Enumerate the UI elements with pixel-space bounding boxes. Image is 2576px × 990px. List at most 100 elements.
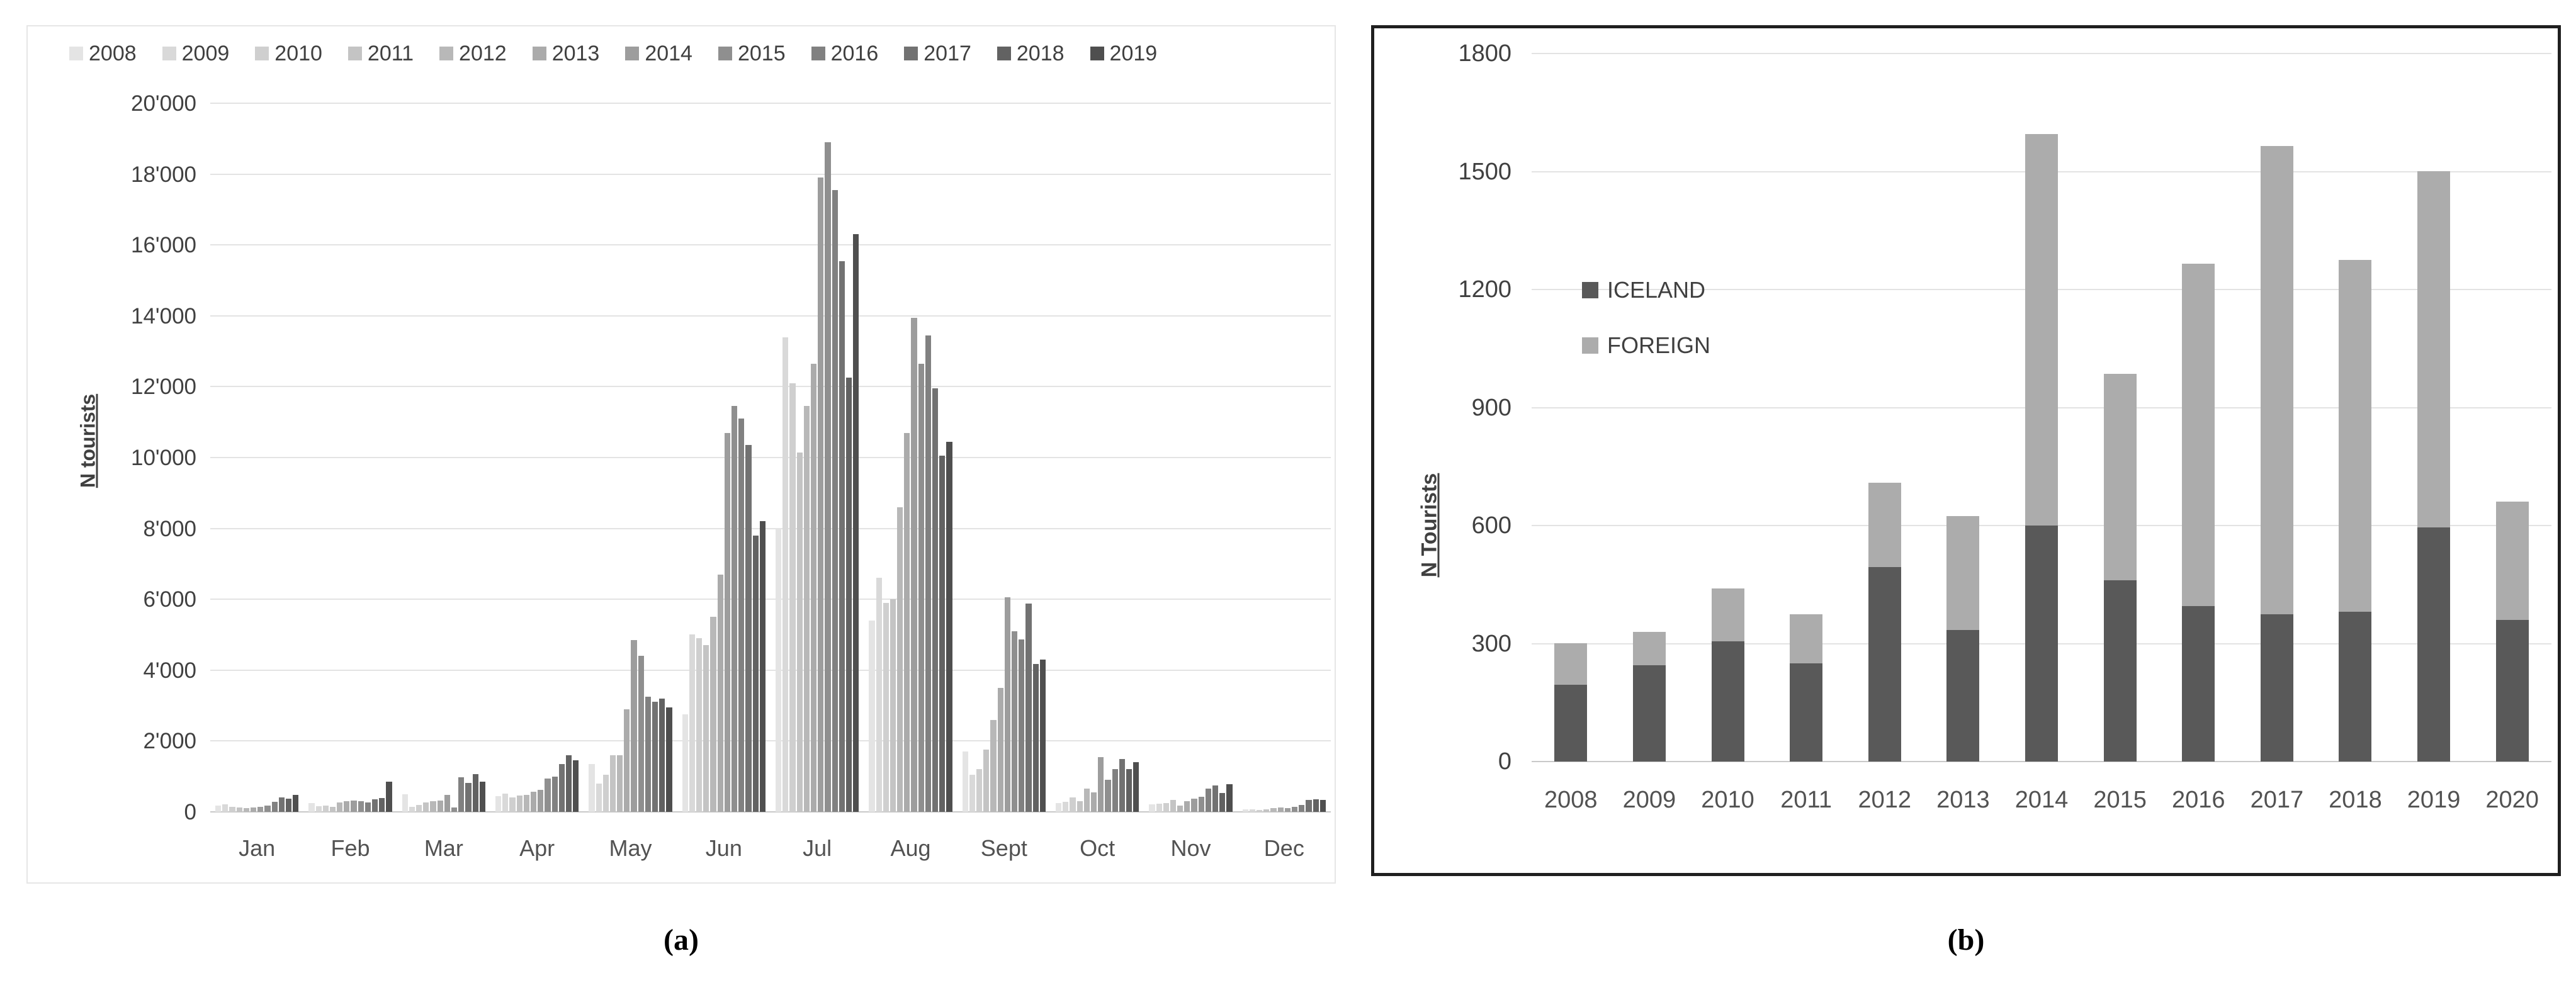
chart-a-bar-2015-jun bbox=[731, 406, 738, 812]
chart-a-bar-2016-aug bbox=[925, 335, 932, 812]
chart-a-y-tick-label: 2'000 bbox=[143, 729, 196, 754]
chart-a-bar-2010-dec bbox=[1257, 810, 1263, 812]
chart-b-segment-foreign-2010 bbox=[1711, 588, 1744, 641]
chart-a-bar-2014-jun bbox=[724, 433, 730, 812]
legend-label: 2017 bbox=[924, 42, 971, 65]
chart-a-bar-2013-mar bbox=[437, 801, 443, 812]
chart-b-stacked-bar-2011 bbox=[1790, 28, 1823, 762]
chart-a-month-group-sept bbox=[958, 103, 1051, 812]
chart-a-bar-2017-feb bbox=[372, 799, 378, 812]
chart-a-bar-2015-sept bbox=[1011, 631, 1018, 812]
chart-b-stacked-bar-2017 bbox=[2260, 28, 2293, 762]
legend-swatch-icon bbox=[997, 47, 1011, 60]
legend-swatch-icon bbox=[532, 47, 546, 60]
chart-a-bar-2013-jun bbox=[717, 575, 723, 812]
legend-label: 2019 bbox=[1109, 42, 1158, 65]
chart-a-bar-2018-sept bbox=[1032, 664, 1039, 812]
chart-a-bar-2012-nov bbox=[1177, 806, 1183, 812]
chart-b-stacked-bar-2010 bbox=[1711, 28, 1744, 762]
chart-b-segment-iceland-2018 bbox=[2339, 612, 2372, 762]
chart-a-bar-2012-mar bbox=[430, 801, 436, 812]
chart-b-y-tick-label: 1800 bbox=[1458, 40, 1511, 67]
chart-b-segment-foreign-2019 bbox=[2417, 171, 2451, 527]
chart-a-bar-2012-jan bbox=[243, 808, 249, 812]
chart-a-bar-2010-jul bbox=[789, 383, 796, 812]
chart-b-segment-foreign-2015 bbox=[2103, 374, 2137, 580]
chart-a-x-tick-label: Jul bbox=[803, 835, 832, 861]
chart-a-month-group-jun bbox=[677, 103, 771, 812]
chart-a-bar-2016-dec bbox=[1299, 805, 1305, 812]
chart-a-bar-2008-jun bbox=[682, 714, 688, 812]
chart-a-bar-2009-sept bbox=[969, 775, 976, 812]
chart-a-bar-2016-jul bbox=[832, 190, 838, 812]
chart-b-segment-iceland-2012 bbox=[1868, 567, 1901, 762]
chart-a-legend-item-2013: 2013 bbox=[532, 43, 599, 64]
chart-a-bar-2008-jan bbox=[215, 806, 222, 812]
chart-b-stacked-bar-2012 bbox=[1868, 28, 1901, 762]
chart-b-x-axis-line bbox=[1532, 761, 2551, 762]
chart-b-segment-iceland-2011 bbox=[1790, 663, 1823, 762]
caption-panel-b: (b) bbox=[1947, 923, 1985, 957]
chart-a-month-group-jul bbox=[771, 103, 864, 812]
chart-b-segment-iceland-2014 bbox=[2025, 526, 2058, 762]
chart-b-x-tick-label: 2016 bbox=[2171, 787, 2225, 813]
chart-a-bar-2008-aug bbox=[869, 621, 875, 812]
chart-a-bar-2014-apr bbox=[538, 790, 544, 812]
legend-swatch-icon bbox=[625, 47, 640, 60]
chart-b-segment-iceland-2009 bbox=[1632, 665, 1666, 762]
chart-b-segment-foreign-2008 bbox=[1554, 643, 1588, 685]
chart-b-segment-foreign-2016 bbox=[2182, 264, 2215, 606]
chart-a-bar-2016-feb bbox=[364, 802, 371, 812]
chart-a-bar-2011-apr bbox=[516, 796, 523, 812]
chart-a-bar-2013-dec bbox=[1277, 807, 1284, 812]
chart-b-y-tick-label: 600 bbox=[1471, 512, 1511, 539]
chart-b-x-tick-label: 2012 bbox=[1858, 787, 1912, 813]
chart-a-bar-2014-aug bbox=[911, 318, 917, 812]
chart-b-segment-iceland-2010 bbox=[1711, 641, 1744, 762]
chart-a-bar-2012-oct bbox=[1083, 789, 1090, 812]
chart-a-bar-2014-sept bbox=[1004, 597, 1010, 812]
legend-label: ICELAND bbox=[1607, 277, 1706, 303]
legend-swatch-icon bbox=[1582, 337, 1598, 354]
chart-b-x-tick-label: 2013 bbox=[1936, 787, 1990, 813]
legend-swatch-icon bbox=[904, 47, 918, 60]
chart-b-gridline bbox=[1532, 53, 2551, 54]
chart-a-bar-2015-mar bbox=[451, 807, 458, 812]
chart-a-month-group-may bbox=[584, 103, 677, 812]
chart-a-bar-2016-nov bbox=[1205, 789, 1212, 812]
chart-a-bar-2019-may bbox=[666, 707, 672, 812]
chart-a-bar-2008-jul bbox=[776, 529, 782, 812]
chart-a-month-group-aug bbox=[864, 103, 957, 812]
chart-b-x-tick-label: 2014 bbox=[2014, 787, 2069, 813]
chart-b-y-tick-label: 300 bbox=[1471, 630, 1511, 657]
chart-a-y-tick-label: 14'000 bbox=[130, 303, 196, 329]
legend-swatch-icon bbox=[162, 47, 176, 60]
chart-b-segment-foreign-2017 bbox=[2260, 146, 2293, 614]
chart-a-bar-2009-aug bbox=[876, 578, 882, 812]
chart-a-bar-2019-mar bbox=[479, 782, 485, 812]
legend-label: FOREIGN bbox=[1607, 332, 1711, 358]
chart-a-legend: 2008 2009 2010 2011 2012 2013 2014 2015 2016 2017… bbox=[69, 43, 1316, 64]
chart-a-bar-2009-may bbox=[596, 784, 602, 812]
chart-a-gridline bbox=[210, 173, 1331, 175]
chart-a-month-group-nov bbox=[1144, 103, 1237, 812]
chart-b-legend-item-iceland: ICELAND bbox=[1582, 279, 1710, 301]
chart-a-gridline bbox=[210, 103, 1331, 104]
chart-a-bar-2009-feb bbox=[315, 806, 322, 812]
chart-a-month-group-mar bbox=[397, 103, 490, 812]
chart-b-segment-foreign-2009 bbox=[1632, 632, 1666, 665]
chart-a-bar-2011-dec bbox=[1263, 809, 1270, 812]
chart-a-plot-area: 0 2'000 4'000 6'000 8'000 10'000 12'000 14'000 1… bbox=[131, 93, 1331, 860]
chart-a-y-tick-label: 8'000 bbox=[143, 516, 196, 541]
chart-a-bar-2014-may bbox=[631, 640, 637, 812]
chart-a-bar-2013-may bbox=[624, 709, 630, 812]
chart-a-gridline bbox=[210, 740, 1331, 742]
chart-a-bar-2019-jun bbox=[759, 521, 765, 812]
chart-b-x-tick-label: 2008 bbox=[1544, 787, 1598, 813]
legend-swatch-icon bbox=[1090, 47, 1104, 60]
chart-a-y-tick-label: 4'000 bbox=[143, 658, 196, 683]
chart-a-bar-2014-feb bbox=[351, 801, 357, 812]
chart-a-bar-2008-mar bbox=[402, 794, 408, 812]
chart-b-x-tick-label: 2015 bbox=[2093, 787, 2147, 813]
chart-a-y-tick-label: 16'000 bbox=[130, 233, 196, 258]
